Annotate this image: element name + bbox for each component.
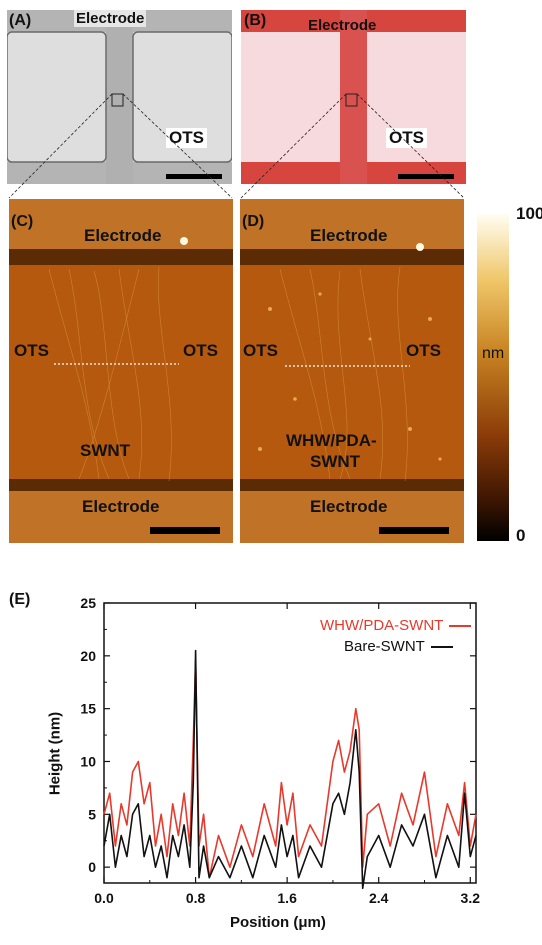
panel-b-electrode-label: Electrode (308, 17, 377, 34)
colorbar-unit-label: nm (482, 345, 505, 362)
panel-d-right-ots-label: OTS (406, 341, 441, 360)
y-axis-title: Height (nm) (46, 711, 64, 796)
x-tick-label: 0.8 (186, 890, 206, 906)
panel-a-letter: (A) (9, 12, 32, 29)
y-tick-label: 15 (80, 701, 96, 717)
panel-a-scale-bar (166, 174, 222, 179)
series-line-bare-swnt (103, 649, 477, 890)
panel-a-image (6, 10, 233, 184)
colorbar-min-label: 0 (516, 526, 526, 545)
zoom-guide-lines (8, 93, 465, 199)
panel-c-left-ots-label: OTS (14, 341, 49, 360)
panel-d-center-label-line2: SWNT (310, 452, 361, 471)
panel-a-ots-label: OTS (166, 128, 207, 148)
y-tick-label: 10 (80, 753, 96, 769)
panel-c-right-ots-label: OTS (183, 341, 218, 360)
panel-c-image (9, 199, 233, 543)
panel-d-afm (240, 199, 464, 543)
panel-c-top-electrode-label: Electrode (84, 226, 162, 245)
panel-d-letter: (D) (242, 213, 265, 230)
panel-b-micrograph (241, 10, 466, 184)
panel-d-scale-bar (379, 527, 449, 534)
panel-c-swnt-label: SWNT (80, 441, 131, 460)
series-line-whw-pda-swnt (103, 660, 477, 879)
panel-b-scale-bar (398, 174, 454, 179)
x-tick-label: 1.6 (277, 890, 297, 906)
y-tick-label: 20 (80, 648, 96, 664)
panel-b-ots-label: OTS (386, 128, 427, 148)
panel-d-bottom-electrode-label: Electrode (310, 497, 388, 516)
legend-swatch-whw (449, 624, 472, 627)
legend-label-bare: Bare-SWNT (344, 638, 425, 655)
x-tick-label: 0.0 (94, 890, 114, 906)
x-tick-label: 2.4 (369, 890, 389, 906)
plot-frame (103, 602, 477, 884)
legend-swatch-bare (430, 645, 453, 648)
height-colorbar (477, 214, 509, 541)
panel-a-electrode-label: Electrode (74, 10, 147, 27)
panel-d-top-electrode-label: Electrode (310, 226, 388, 245)
panel-d-image (240, 199, 464, 543)
height-profile-chart: 0 5 10 15 20 25 0.0 0.8 1.6 2.4 3.2 (0, 585, 542, 940)
legend: WHW/PDA-SWNT Bare-SWNT (320, 617, 472, 655)
chart-svg: 0 5 10 15 20 25 0.0 0.8 1.6 2.4 3.2 (80, 595, 481, 906)
panel-c-scale-bar (150, 527, 220, 534)
panel-c-afm (9, 199, 233, 543)
panel-d-left-ots-label: OTS (243, 341, 278, 360)
legend-label-whw: WHW/PDA-SWNT (320, 617, 444, 634)
y-tick-label: 5 (88, 806, 96, 822)
x-tick-label: 3.2 (461, 890, 481, 906)
colorbar-max-label: 100 (516, 204, 542, 223)
panel-c-bottom-electrode-label: Electrode (82, 497, 160, 516)
y-tick-label: 25 (80, 595, 96, 611)
panel-e-letter: (E) (9, 591, 31, 608)
y-tick-label: 0 (88, 859, 96, 875)
panel-a-micrograph (6, 10, 233, 184)
panel-b-letter: (B) (244, 12, 267, 29)
panel-d-center-label-line1: WHW/PDA- (286, 431, 377, 450)
x-axis-title: Position (μm) (230, 914, 326, 931)
panel-c-letter: (C) (11, 213, 34, 230)
panel-b-image (241, 10, 466, 184)
